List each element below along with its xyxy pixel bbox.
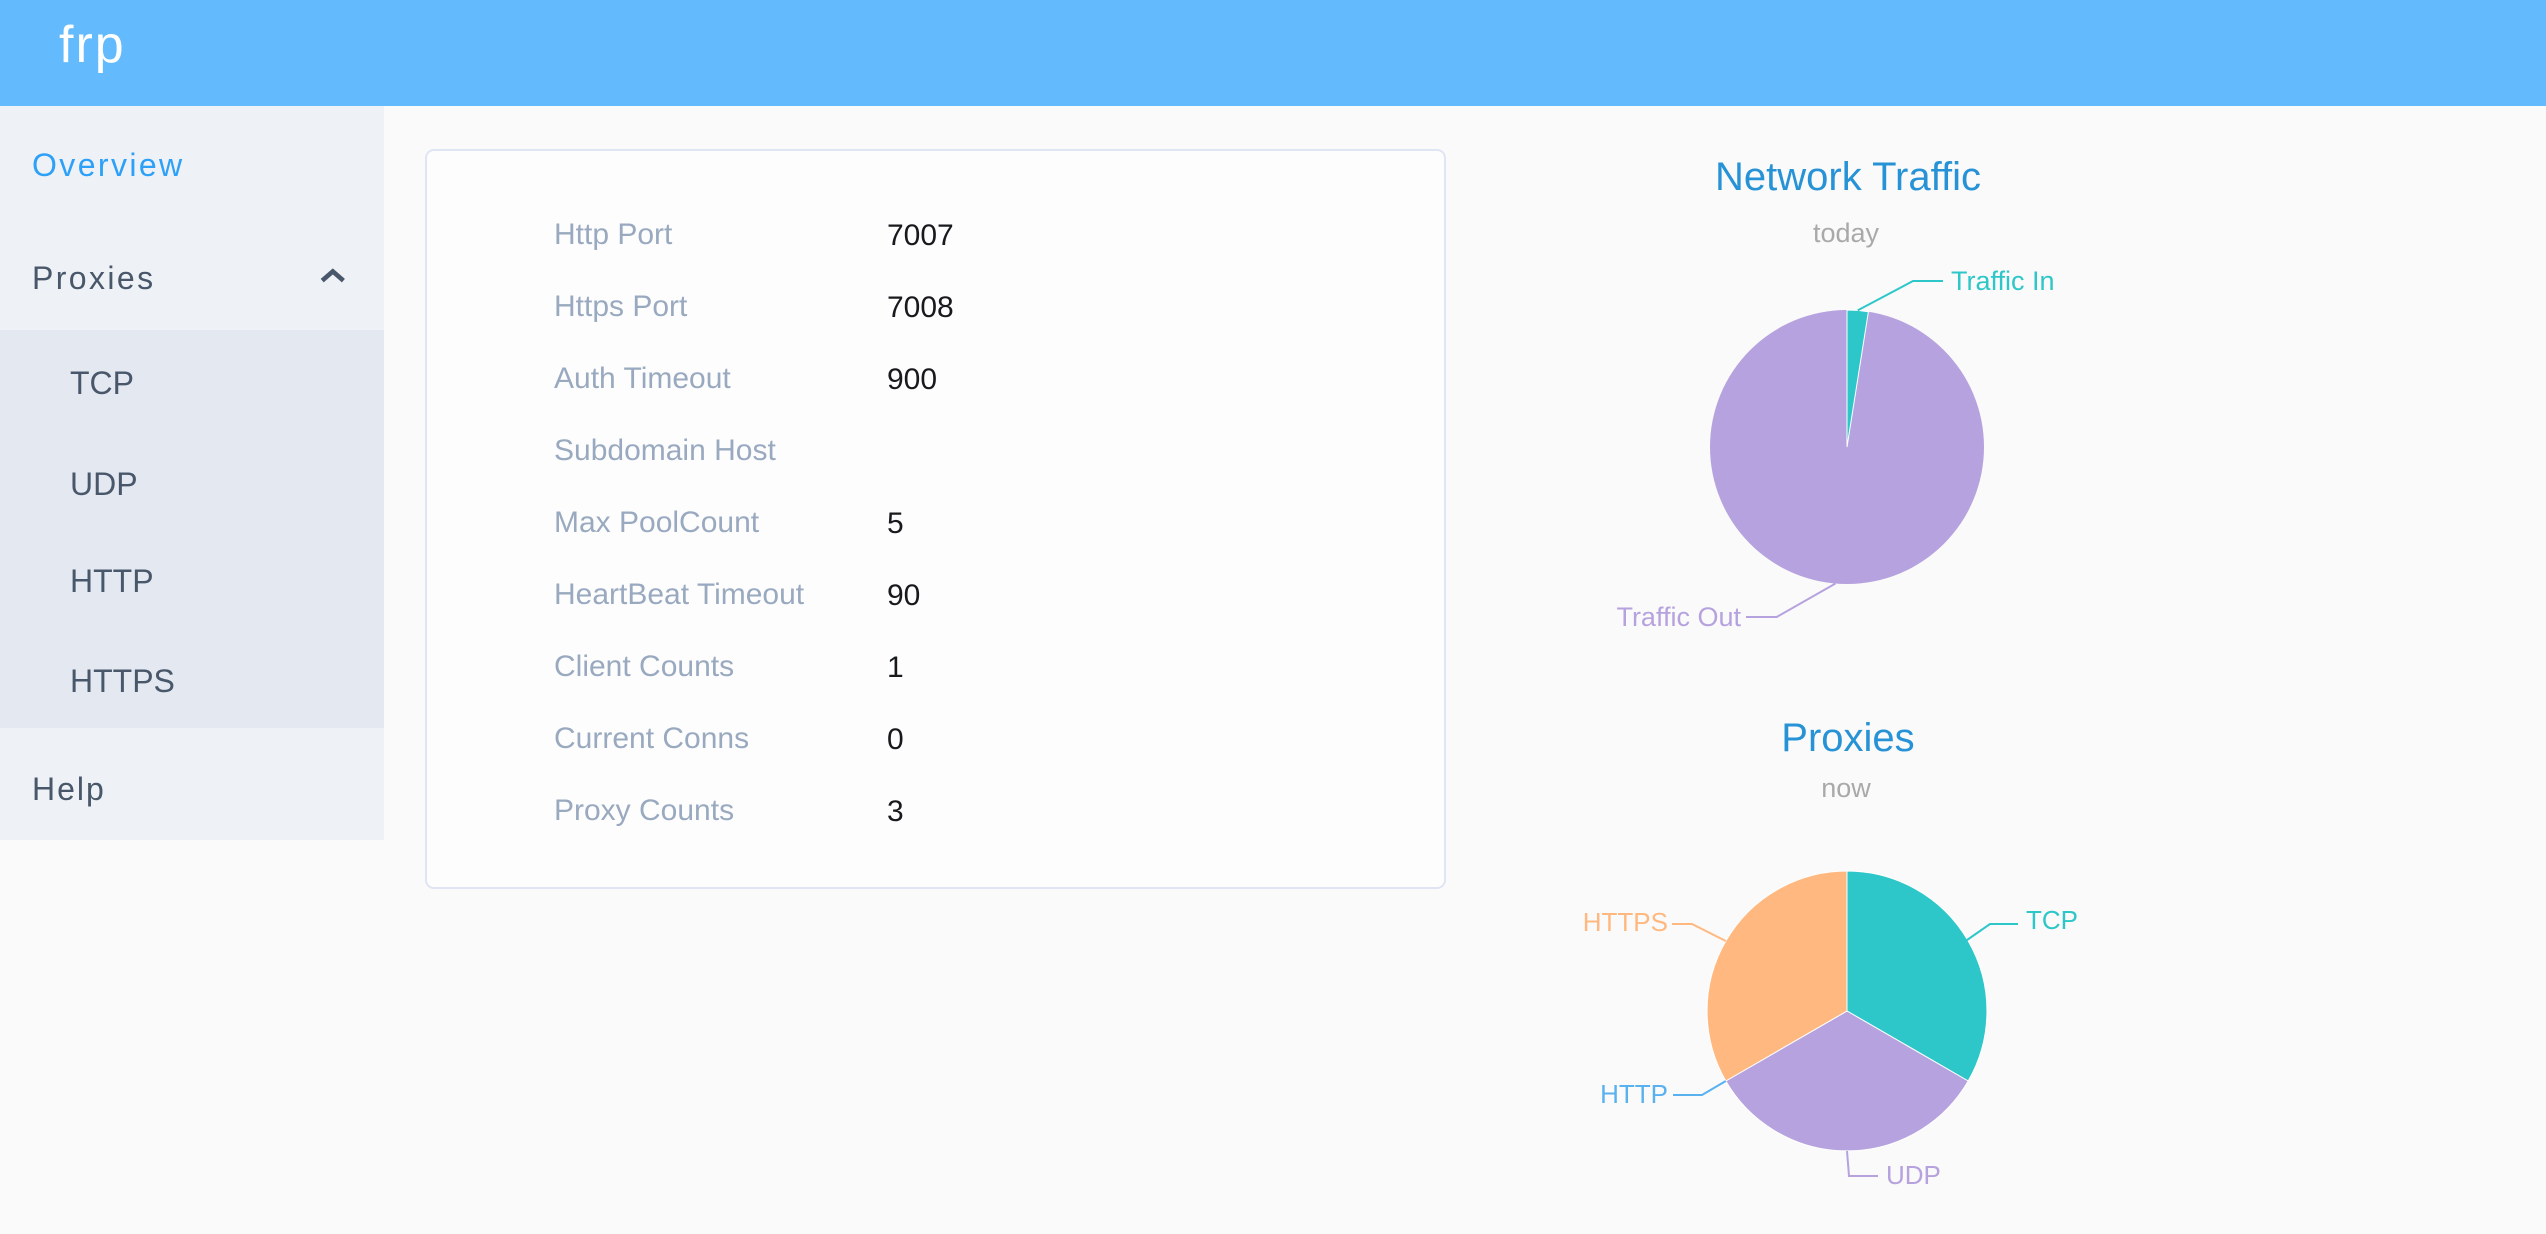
svg-text:Current Conns: Current Conns <box>554 722 749 755</box>
svg-text:now: now <box>1821 773 1871 803</box>
svg-text:frp: frp <box>59 16 126 74</box>
svg-text:Https Port: Https Port <box>554 290 688 323</box>
svg-text:Proxies: Proxies <box>32 260 156 296</box>
svg-text:HeartBeat Timeout: HeartBeat Timeout <box>554 578 805 611</box>
svg-text:Traffic In: Traffic In <box>1951 266 2055 296</box>
svg-text:1: 1 <box>887 651 904 684</box>
svg-text:Http Port: Http Port <box>554 218 673 251</box>
svg-text:Proxy Counts: Proxy Counts <box>554 794 734 827</box>
svg-text:HTTP: HTTP <box>70 563 154 599</box>
svg-text:7007: 7007 <box>887 219 954 252</box>
svg-text:Client Counts: Client Counts <box>554 650 734 683</box>
svg-text:UDP: UDP <box>70 466 138 502</box>
svg-text:Traffic Out: Traffic Out <box>1616 602 1741 632</box>
svg-text:5: 5 <box>887 507 904 540</box>
svg-text:HTTP: HTTP <box>1600 1079 1668 1109</box>
svg-text:Network Traffic: Network Traffic <box>1715 155 1981 199</box>
svg-text:3: 3 <box>887 795 904 828</box>
svg-text:0: 0 <box>887 723 904 756</box>
svg-text:HTTPS: HTTPS <box>70 663 175 699</box>
svg-text:900: 900 <box>887 363 937 396</box>
svg-text:HTTPS: HTTPS <box>1583 907 1668 937</box>
svg-text:Auth Timeout: Auth Timeout <box>554 362 731 395</box>
svg-text:Max PoolCount: Max PoolCount <box>554 506 760 539</box>
svg-text:TCP: TCP <box>2026 905 2078 935</box>
svg-text:Proxies: Proxies <box>1781 716 1914 760</box>
svg-text:UDP: UDP <box>1886 1160 1941 1190</box>
svg-text:TCP: TCP <box>70 365 134 401</box>
svg-text:90: 90 <box>887 579 920 612</box>
svg-text:Help: Help <box>32 771 106 807</box>
svg-text:Overview: Overview <box>32 147 185 183</box>
svg-text:today: today <box>1813 218 1880 248</box>
svg-text:7008: 7008 <box>887 291 954 324</box>
svg-text:Subdomain Host: Subdomain Host <box>554 434 776 467</box>
